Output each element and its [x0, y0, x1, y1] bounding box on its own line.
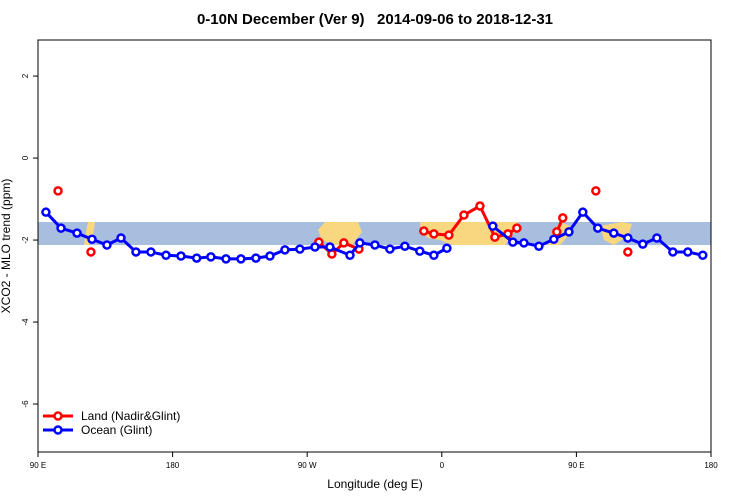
- data-point: [512, 223, 522, 233]
- data-point: [116, 233, 126, 243]
- data-point: [623, 247, 633, 257]
- data-point: [131, 247, 141, 257]
- data-point: [370, 240, 380, 250]
- data-point: [488, 221, 498, 231]
- data-point: [339, 238, 349, 248]
- data-point: [102, 240, 112, 250]
- land-shape: [84, 222, 95, 245]
- x-tick-label: 90 E: [568, 461, 584, 470]
- data-point: [86, 247, 96, 257]
- data-point: [593, 223, 603, 233]
- data-point: [490, 232, 500, 242]
- land-shape: [318, 222, 362, 245]
- x-tick-label: 180: [166, 461, 180, 470]
- data-point: [221, 254, 231, 264]
- data-point: [72, 228, 82, 238]
- x-tick-label: 90 W: [298, 461, 317, 470]
- data-point: [519, 238, 529, 248]
- data-point: [591, 186, 601, 196]
- data-point: [429, 250, 439, 260]
- data-point: [558, 213, 568, 223]
- data-point: [415, 246, 425, 256]
- data-point: [652, 233, 662, 243]
- data-point: [668, 247, 678, 257]
- data-point: [87, 234, 97, 244]
- y-axis-label: XCO2 - MLO trend (ppm): [0, 179, 13, 314]
- y-tick-label: -6: [21, 400, 30, 408]
- y-tick-label: -2: [21, 236, 30, 244]
- legend-marker: [53, 411, 63, 421]
- x-tick-label: 90 E: [30, 461, 46, 470]
- data-point: [609, 228, 619, 238]
- data-point: [161, 250, 171, 260]
- data-point: [444, 230, 454, 240]
- data-point: [41, 207, 51, 217]
- data-point: [638, 239, 648, 249]
- legend-label: Land (Nadir&Glint): [81, 409, 180, 423]
- data-point: [191, 253, 202, 263]
- data-point: [355, 238, 365, 248]
- data-point: [206, 252, 216, 262]
- ocean-band: [38, 222, 711, 245]
- data-point: [475, 201, 485, 211]
- data-point: [295, 244, 305, 254]
- data-point: [325, 242, 335, 252]
- data-point: [508, 237, 518, 247]
- x-axis-label: Longitude (deg E): [327, 477, 422, 491]
- data-point: [564, 227, 574, 237]
- data-point: [280, 245, 290, 255]
- x-tick-label: 180: [704, 461, 718, 470]
- data-point: [698, 250, 708, 260]
- data-point: [552, 227, 562, 237]
- data-point: [310, 242, 320, 252]
- data-point: [385, 244, 395, 254]
- data-point: [53, 186, 63, 196]
- y-tick-label: 2: [21, 73, 30, 78]
- data-point: [400, 241, 410, 251]
- legend-marker: [53, 425, 63, 435]
- data-point: [549, 234, 559, 244]
- data-point: [442, 243, 452, 254]
- data-point: [236, 254, 246, 264]
- chart-title: 0-10N December (Ver 9) 2014-09-06 to 201…: [197, 11, 553, 28]
- data-point: [419, 226, 429, 236]
- data-point: [683, 247, 693, 257]
- y-tick-label: 0: [21, 155, 30, 160]
- y-tick-label: -4: [21, 318, 30, 326]
- legend: Land (Nadir&Glint)Ocean (Glint): [43, 409, 180, 437]
- plot-frame: [37, 39, 712, 453]
- data-point: [345, 250, 355, 260]
- data-point: [534, 241, 544, 251]
- data-point: [623, 233, 633, 243]
- data-point: [429, 229, 439, 239]
- map-band: [38, 222, 711, 245]
- data-point: [146, 247, 156, 257]
- legend-label: Ocean (Glint): [81, 423, 152, 437]
- x-tick-label: 0: [440, 461, 445, 470]
- data-point: [56, 223, 66, 233]
- data-point: [578, 207, 588, 217]
- data-point: [459, 210, 469, 220]
- data-point: [176, 251, 186, 261]
- series-line: [44, 211, 448, 261]
- data-point: [265, 251, 275, 261]
- data-point: [251, 253, 261, 263]
